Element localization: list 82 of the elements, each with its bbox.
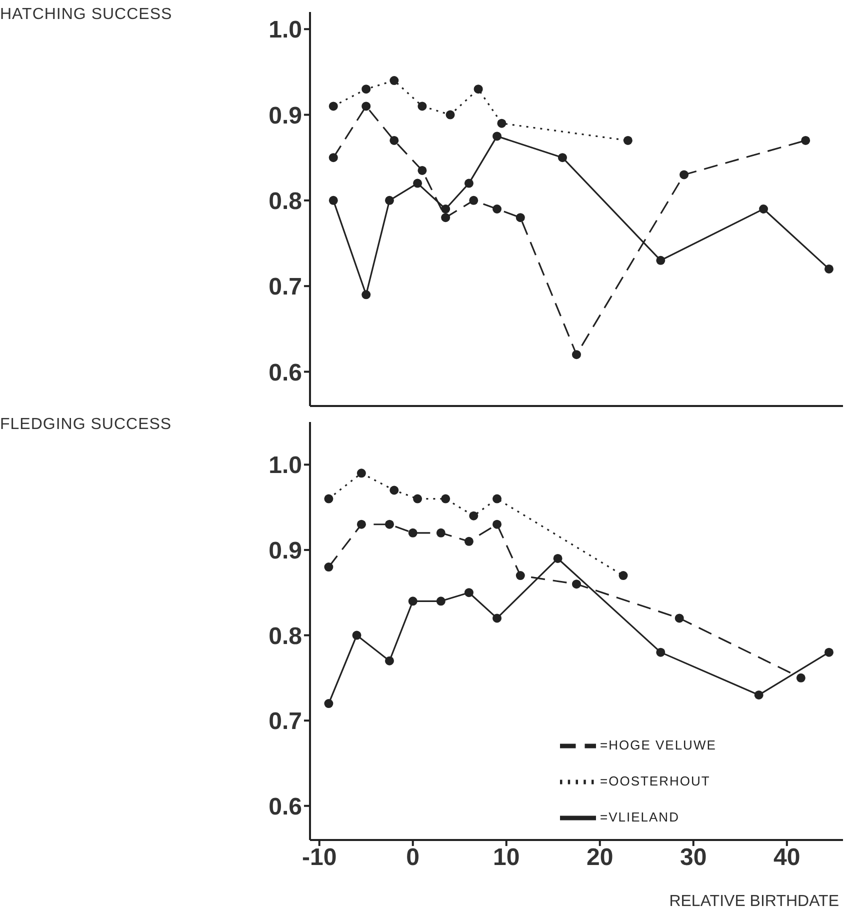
point	[656, 648, 666, 657]
point	[384, 196, 394, 205]
y-axis-title: HATCHING SUCCESS	[0, 6, 172, 24]
point	[408, 596, 418, 606]
point	[390, 76, 399, 86]
point	[324, 494, 334, 504]
point	[492, 614, 502, 623]
y-tick-label: 1.0	[268, 16, 302, 44]
point	[516, 213, 525, 222]
point	[362, 290, 371, 300]
point	[824, 264, 834, 274]
point	[328, 153, 338, 162]
x-tick-label: 10	[493, 844, 520, 872]
point	[384, 520, 394, 529]
point	[656, 256, 666, 265]
point	[441, 213, 450, 222]
point	[618, 571, 628, 580]
point	[759, 204, 768, 214]
x-tick-label: 40	[774, 844, 800, 872]
point	[390, 486, 399, 495]
point	[436, 528, 446, 538]
y-tick-label: 0.9	[268, 537, 302, 564]
point	[436, 596, 446, 606]
point	[674, 614, 684, 623]
point	[492, 494, 502, 504]
point	[558, 153, 567, 162]
point	[464, 588, 474, 598]
point	[328, 102, 338, 111]
legend-label: =VLIELAND	[600, 809, 680, 824]
y-tick-label: 0.6	[268, 359, 302, 386]
point	[418, 166, 427, 175]
point	[328, 196, 338, 205]
point	[464, 178, 474, 188]
point	[801, 136, 810, 145]
point	[824, 648, 834, 657]
point	[516, 571, 525, 580]
point	[754, 690, 764, 700]
point	[324, 699, 334, 708]
y-tick-label: 0.8	[268, 188, 302, 215]
point	[441, 204, 450, 214]
x-tick-label: 0	[406, 844, 420, 872]
point	[680, 170, 689, 180]
point	[441, 494, 450, 504]
point	[362, 84, 371, 94]
y-tick-label: 0.6	[268, 793, 302, 820]
point	[384, 656, 394, 666]
legend-label: =HOGE VELUWE	[600, 737, 716, 752]
x-tick-label: 30	[680, 844, 707, 872]
point	[390, 136, 399, 145]
point	[492, 204, 502, 214]
point	[418, 102, 427, 111]
point	[572, 580, 581, 589]
y-tick-label: 0.7	[268, 708, 302, 736]
point	[469, 511, 478, 520]
x-tick-label: 20	[586, 844, 614, 872]
y-tick-label: 1.0	[268, 452, 302, 480]
y-axis-title: FLEDGING SUCCESS	[0, 416, 172, 434]
legend-label: =OOSTERHOUT	[600, 773, 710, 788]
point	[623, 136, 632, 145]
x-tick-label: -10	[302, 844, 337, 872]
point	[413, 494, 422, 504]
point	[492, 132, 502, 141]
point	[446, 110, 455, 120]
point	[324, 562, 334, 572]
point	[408, 528, 418, 538]
point	[474, 84, 483, 94]
x-axis-title: RELATIVE BIRTHDATE	[669, 893, 839, 910]
y-tick-label: 0.7	[268, 274, 302, 301]
point	[572, 350, 581, 360]
point	[352, 630, 362, 640]
point	[796, 673, 806, 682]
y-tick-label: 0.8	[268, 622, 302, 650]
point	[492, 520, 502, 529]
point	[413, 178, 422, 188]
point	[362, 102, 371, 111]
point	[553, 554, 562, 563]
point	[497, 118, 506, 128]
point	[469, 196, 478, 205]
y-tick-label: 0.9	[268, 102, 302, 130]
point	[356, 468, 366, 478]
point	[464, 536, 474, 546]
point	[356, 520, 366, 529]
